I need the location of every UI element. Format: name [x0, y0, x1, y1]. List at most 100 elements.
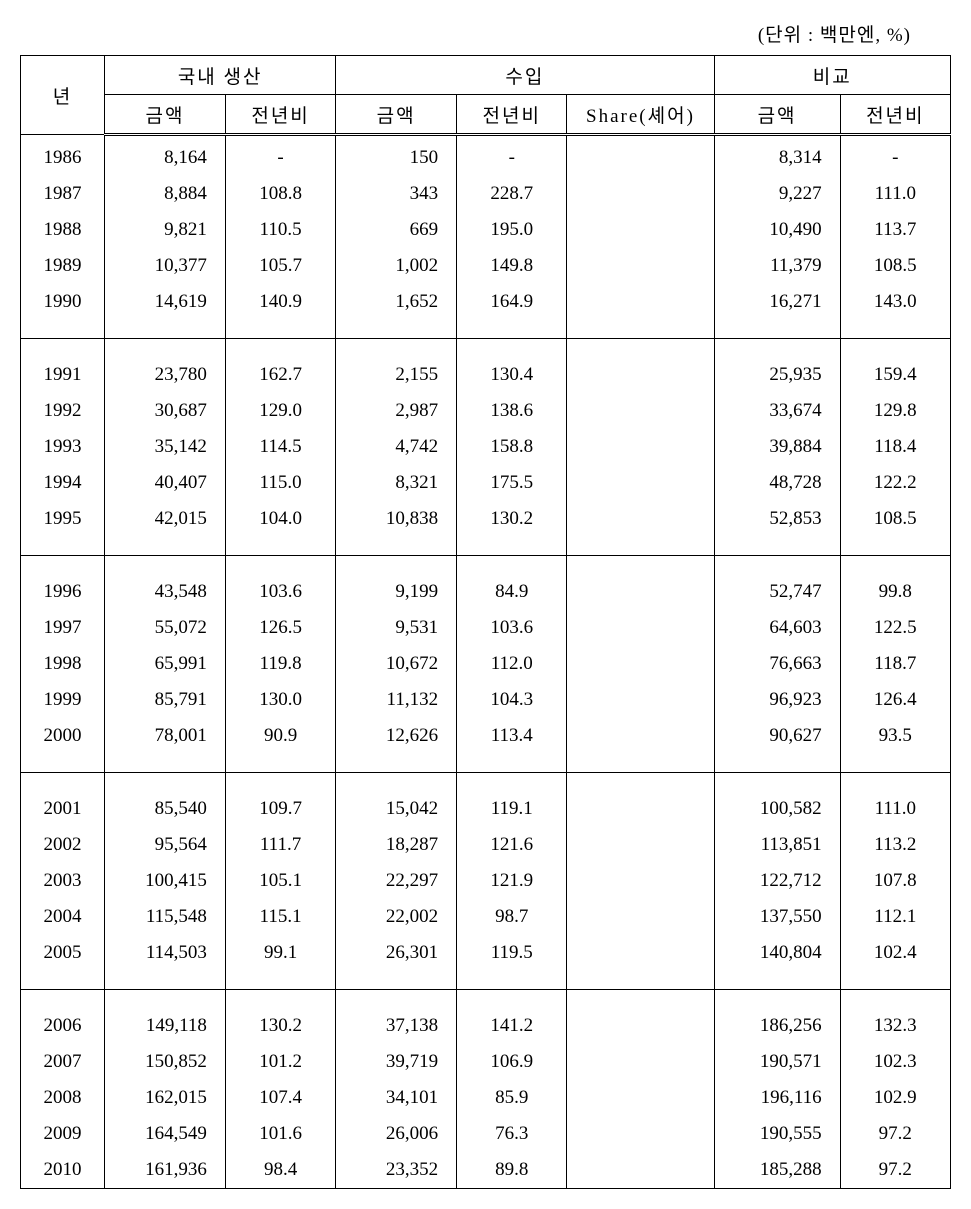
gap-cell — [457, 754, 567, 773]
cell-year: 1996 — [21, 574, 105, 610]
cell-cmp-yoy: 111.0 — [840, 791, 950, 827]
cell-dom-amount: 42,015 — [105, 501, 226, 537]
cell-dom-amount: 8,164 — [105, 135, 226, 177]
cell-dom-yoy: 108.8 — [225, 176, 335, 212]
table-row: 2008162,015107.434,10185.9196,116102.9 — [21, 1080, 951, 1116]
cell-dom-amount: 95,564 — [105, 827, 226, 863]
cell-dom-amount: 23,780 — [105, 357, 226, 393]
cell-imp-amount: 2,987 — [336, 393, 457, 429]
cell-dom-amount: 10,377 — [105, 248, 226, 284]
table-row: 198910,377105.71,002149.811,379108.5 — [21, 248, 951, 284]
cell-year: 2008 — [21, 1080, 105, 1116]
cell-dom-amount: 35,142 — [105, 429, 226, 465]
cell-cmp-yoy: 118.7 — [840, 646, 950, 682]
cell-cmp-yoy: 132.3 — [840, 1008, 950, 1044]
cell-imp-amount: 22,297 — [336, 863, 457, 899]
cell-cmp-yoy: 113.2 — [840, 827, 950, 863]
cell-share — [567, 863, 714, 899]
cell-year: 1988 — [21, 212, 105, 248]
cell-imp-amount: 12,626 — [336, 718, 457, 754]
table-body: 19868,164-150-8,314-19878,884108.8343228… — [21, 135, 951, 1189]
cell-dom-amount: 30,687 — [105, 393, 226, 429]
cell-dom-yoy: 107.4 — [225, 1080, 335, 1116]
gap-cell — [567, 754, 714, 773]
cell-imp-yoy: 164.9 — [457, 284, 567, 320]
cell-year: 1995 — [21, 501, 105, 537]
cell-cmp-amount: 8,314 — [714, 135, 840, 177]
cell-cmp-yoy: - — [840, 135, 950, 177]
gap-cell — [105, 990, 226, 1009]
cell-year: 2010 — [21, 1152, 105, 1189]
cell-dom-yoy: 126.5 — [225, 610, 335, 646]
gap-cell — [21, 990, 105, 1009]
cell-cmp-amount: 52,747 — [714, 574, 840, 610]
cell-imp-amount: 669 — [336, 212, 457, 248]
cell-cmp-amount: 9,227 — [714, 176, 840, 212]
gap-cell — [225, 320, 335, 339]
group-gap — [21, 537, 951, 556]
gap-cell — [457, 537, 567, 556]
cell-dom-amount: 161,936 — [105, 1152, 226, 1189]
cell-imp-yoy: - — [457, 135, 567, 177]
cell-imp-yoy: 130.2 — [457, 501, 567, 537]
gap-cell — [336, 320, 457, 339]
cell-dom-yoy: 115.1 — [225, 899, 335, 935]
gap-cell — [21, 773, 105, 792]
cell-cmp-amount: 186,256 — [714, 1008, 840, 1044]
cell-imp-amount: 37,138 — [336, 1008, 457, 1044]
cell-year: 1990 — [21, 284, 105, 320]
cell-dom-amount: 78,001 — [105, 718, 226, 754]
cell-imp-amount: 343 — [336, 176, 457, 212]
cell-imp-amount: 26,301 — [336, 935, 457, 971]
cell-cmp-yoy: 122.5 — [840, 610, 950, 646]
header-year: 년 — [21, 56, 105, 135]
group-gap — [21, 773, 951, 792]
gap-cell — [714, 754, 840, 773]
group-gap — [21, 339, 951, 358]
cell-year: 2007 — [21, 1044, 105, 1080]
gap-cell — [21, 537, 105, 556]
cell-cmp-amount: 140,804 — [714, 935, 840, 971]
cell-year: 2002 — [21, 827, 105, 863]
gap-cell — [105, 754, 226, 773]
header-amount: 금액 — [105, 95, 226, 135]
cell-share — [567, 791, 714, 827]
cell-imp-yoy: 121.9 — [457, 863, 567, 899]
cell-imp-amount: 22,002 — [336, 899, 457, 935]
cell-year: 2005 — [21, 935, 105, 971]
cell-dom-amount: 164,549 — [105, 1116, 226, 1152]
cell-dom-amount: 9,821 — [105, 212, 226, 248]
table-row: 2005114,50399.126,301119.5140,804102.4 — [21, 935, 951, 971]
cell-cmp-amount: 48,728 — [714, 465, 840, 501]
cell-imp-amount: 34,101 — [336, 1080, 457, 1116]
cell-cmp-yoy: 108.5 — [840, 248, 950, 284]
gap-cell — [105, 320, 226, 339]
cell-share — [567, 429, 714, 465]
table-row: 2004115,548115.122,00298.7137,550112.1 — [21, 899, 951, 935]
cell-year: 1987 — [21, 176, 105, 212]
cell-cmp-yoy: 159.4 — [840, 357, 950, 393]
cell-cmp-amount: 185,288 — [714, 1152, 840, 1189]
cell-dom-yoy: 119.8 — [225, 646, 335, 682]
gap-cell — [457, 339, 567, 358]
cell-year: 2003 — [21, 863, 105, 899]
cell-dom-yoy: 130.0 — [225, 682, 335, 718]
cell-year: 1986 — [21, 135, 105, 177]
cell-imp-amount: 26,006 — [336, 1116, 457, 1152]
cell-share — [567, 682, 714, 718]
cell-share — [567, 610, 714, 646]
cell-cmp-yoy: 93.5 — [840, 718, 950, 754]
table-row: 2006149,118130.237,138141.2186,256132.3 — [21, 1008, 951, 1044]
cell-imp-amount: 39,719 — [336, 1044, 457, 1080]
cell-year: 1992 — [21, 393, 105, 429]
gap-cell — [21, 971, 105, 990]
cell-dom-yoy: 105.1 — [225, 863, 335, 899]
cell-dom-yoy: 90.9 — [225, 718, 335, 754]
cell-imp-yoy: 175.5 — [457, 465, 567, 501]
cell-imp-yoy: 98.7 — [457, 899, 567, 935]
cell-dom-yoy: 109.7 — [225, 791, 335, 827]
gap-cell — [336, 556, 457, 575]
gap-cell — [225, 971, 335, 990]
gap-cell — [225, 556, 335, 575]
cell-dom-yoy: 98.4 — [225, 1152, 335, 1189]
